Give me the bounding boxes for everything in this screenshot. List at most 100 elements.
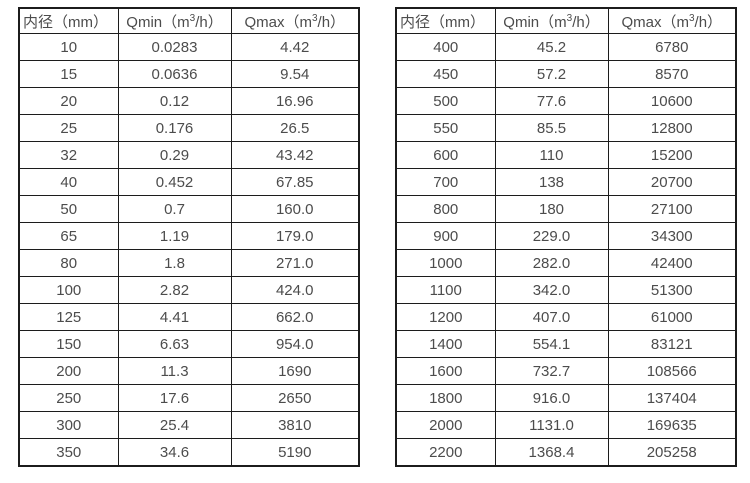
table-cell: 407.0: [494, 303, 609, 331]
table-row: 300 25.4 3810: [18, 411, 360, 439]
table-cell: 15: [18, 60, 119, 88]
table-cell: 732.7: [494, 357, 609, 385]
table-cell: 500: [395, 87, 496, 115]
table-cell: 662.0: [230, 303, 360, 331]
table-row: 550 85.5 12800: [395, 114, 737, 142]
table-row: 2200 1368.4 205258: [395, 438, 737, 467]
table-row: 40 0.452 67.85: [18, 168, 360, 196]
table-cell: 916.0: [494, 384, 609, 412]
table-cell: 400: [395, 33, 496, 61]
table-cell: 25.4: [117, 411, 232, 439]
table-cell: 180: [494, 195, 609, 223]
table-cell: 11.3: [117, 357, 232, 385]
header-qmin-unit-suffix: /h）: [572, 13, 600, 31]
table-cell: 4.41: [117, 303, 232, 331]
table-cell: 350: [18, 438, 119, 467]
table-cell: 271.0: [230, 249, 360, 277]
table-header-row: 内径（mm） Qmin（m3/h） Qmax（m3/h）: [395, 7, 737, 34]
table-row: 100 2.82 424.0: [18, 276, 360, 304]
header-qmin-superscript: 3: [189, 12, 196, 24]
table-cell: 9.54: [230, 60, 360, 88]
table-row: 350 34.6 5190: [18, 438, 360, 467]
table-cell: 1400: [395, 330, 496, 358]
header-qmin-label: Qmin（m: [126, 13, 190, 31]
table-cell: 10600: [607, 87, 737, 115]
table-row: 900 229.0 34300: [395, 222, 737, 250]
table-cell: 16.96: [230, 87, 360, 115]
table-row: 50 0.7 160.0: [18, 195, 360, 223]
table-cell: 77.6: [494, 87, 609, 115]
table-cell: 2.82: [117, 276, 232, 304]
header-inner-diameter: 内径（mm）: [18, 7, 119, 34]
header-qmax-superscript: 3: [688, 12, 695, 24]
table-row: 80 1.8 271.0: [18, 249, 360, 277]
table-cell: 900: [395, 222, 496, 250]
header-qmin: Qmin（m3/h）: [117, 7, 232, 34]
table-cell: 1100: [395, 276, 496, 304]
table-cell: 32: [18, 141, 119, 169]
table-cell: 51300: [607, 276, 737, 304]
table-cell: 1131.0: [494, 411, 609, 439]
table-row: 15 0.0636 9.54: [18, 60, 360, 88]
table-cell: 137404: [607, 384, 737, 412]
table-row: 1600 732.7 108566: [395, 357, 737, 385]
table-row: 400 45.2 6780: [395, 33, 737, 61]
table-row: 32 0.29 43.42: [18, 141, 360, 169]
table-cell: 45.2: [494, 33, 609, 61]
header-qmax-label: Qmax（m: [621, 13, 689, 31]
table-cell: 108566: [607, 357, 737, 385]
table-cell: 169635: [607, 411, 737, 439]
table-header-row: 内径（mm） Qmin（m3/h） Qmax（m3/h）: [18, 7, 360, 34]
table-cell: 25: [18, 114, 119, 142]
table-row: 800 180 27100: [395, 195, 737, 223]
table-cell: 20700: [607, 168, 737, 196]
table-cell: 2000: [395, 411, 496, 439]
table-cell: 1800: [395, 384, 496, 412]
table-cell: 80: [18, 249, 119, 277]
table-cell: 8570: [607, 60, 737, 88]
table-cell: 20: [18, 87, 119, 115]
table-row: 2000 1131.0 169635: [395, 411, 737, 439]
table-cell: 2200: [395, 438, 496, 467]
table-cell: 200: [18, 357, 119, 385]
table-cell: 550: [395, 114, 496, 142]
table-cell: 138: [494, 168, 609, 196]
header-qmin-superscript: 3: [566, 12, 573, 24]
table-cell: 160.0: [230, 195, 360, 223]
table-cell: 0.12: [117, 87, 232, 115]
table-cell: 150: [18, 330, 119, 358]
table-cell: 282.0: [494, 249, 609, 277]
table-row: 1200 407.0 61000: [395, 303, 737, 331]
table-cell: 179.0: [230, 222, 360, 250]
table-cell: 0.452: [117, 168, 232, 196]
table-cell: 100: [18, 276, 119, 304]
table-cell: 34.6: [117, 438, 232, 467]
table-cell: 600: [395, 141, 496, 169]
table-cell: 0.0283: [117, 33, 232, 61]
header-qmin-label: Qmin（m: [503, 13, 567, 31]
table-cell: 1690: [230, 357, 360, 385]
table-cell: 26.5: [230, 114, 360, 142]
header-qmax-unit-suffix: /h）: [694, 13, 723, 31]
table-cell: 0.0636: [117, 60, 232, 88]
table-cell: 67.85: [230, 168, 360, 196]
table-cell: 0.29: [117, 141, 232, 169]
table-row: 600 110 15200: [395, 141, 737, 169]
table-cell: 34300: [607, 222, 737, 250]
table-cell: 2650: [230, 384, 360, 412]
table-cell: 700: [395, 168, 496, 196]
table-cell: 42400: [607, 249, 737, 277]
table-cell: 50: [18, 195, 119, 223]
table-cell: 43.42: [230, 141, 360, 169]
table-cell: 6.63: [117, 330, 232, 358]
table-cell: 17.6: [117, 384, 232, 412]
table-cell: 424.0: [230, 276, 360, 304]
header-qmax: Qmax（m3/h）: [230, 7, 360, 34]
table-cell: 3810: [230, 411, 360, 439]
table-cell: 5190: [230, 438, 360, 467]
table-cell: 61000: [607, 303, 737, 331]
table-row: 1800 916.0 137404: [395, 384, 737, 412]
header-qmin: Qmin（m3/h）: [494, 7, 609, 34]
table-cell: 6780: [607, 33, 737, 61]
table-cell: 40: [18, 168, 119, 196]
